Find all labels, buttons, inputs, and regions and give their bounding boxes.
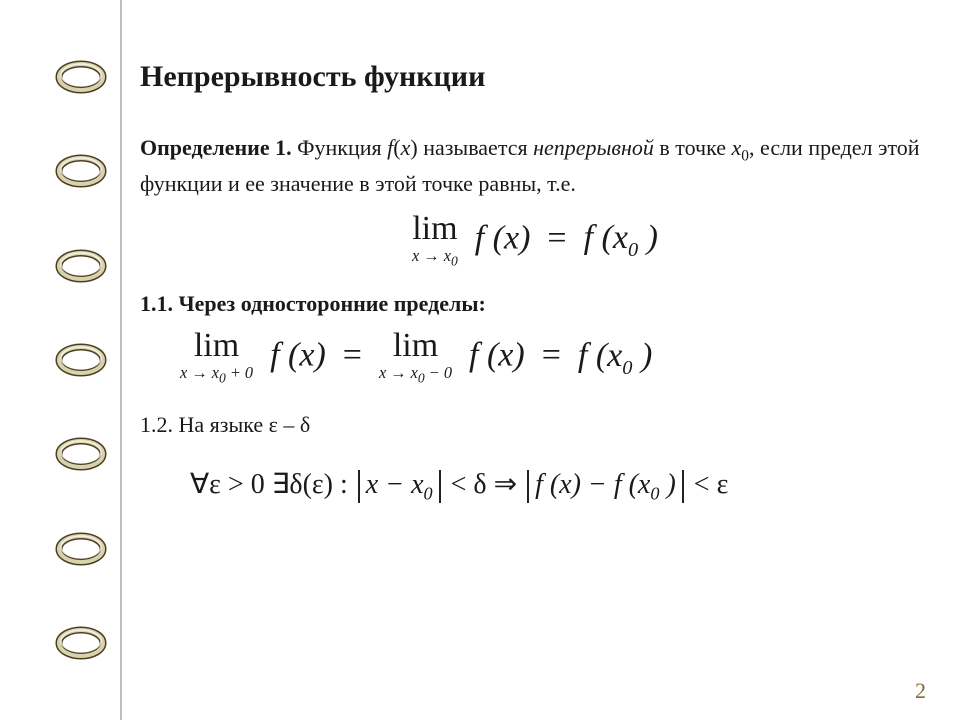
epsilon-delta-label: ε – δ: [269, 412, 311, 437]
slide-title: Непрерывность функции: [140, 60, 930, 94]
vertical-divider: [120, 0, 122, 720]
abs-fx-minus-fx0: f (x) − f (x0 ): [527, 470, 684, 504]
definition-fn-arg: x: [401, 135, 411, 160]
slide-content: Непрерывность функции Определение 1. Фун…: [140, 60, 930, 525]
binder-ring: [54, 434, 108, 474]
fx-expression: f (x): [469, 337, 525, 374]
definition-text: называется: [418, 135, 533, 160]
fx-expression: f (x): [270, 337, 326, 374]
lim-text: lim: [412, 212, 458, 246]
binder-ring: [54, 529, 108, 569]
abs-x-minus-x0: x − x0: [358, 470, 441, 504]
subsection-1-2: 1.2. На языке ε – δ: [140, 409, 930, 441]
definition-text: Функция: [292, 135, 388, 160]
binder-ring: [54, 151, 108, 191]
implies-text: < δ ⇒: [444, 469, 524, 500]
fx-expression: f (x): [475, 219, 531, 256]
formula-epsilon-delta: ∀ε > 0 ∃δ(ε) : x − x0 < δ ⇒ f (x) − f (x…: [140, 467, 930, 504]
definition-point-var: x: [732, 135, 742, 160]
definition-text: в точке: [654, 135, 732, 160]
subsection-1-2-label: 1.2. На языке: [140, 412, 269, 437]
binder-ring: [54, 57, 108, 97]
less-than-epsilon: < ε: [687, 469, 729, 500]
equals-sign: =: [343, 337, 362, 374]
page-number: 2: [915, 678, 926, 704]
limit-left-symbol: lim x → x0 − 0: [379, 329, 452, 387]
fx0-expression: f (x0 ): [578, 337, 652, 374]
definition-emphasis: непрерывной: [533, 135, 654, 160]
definition-fn-name: f: [387, 135, 393, 160]
binder-ring: [54, 623, 108, 663]
definition-point-sub: 0: [741, 147, 749, 164]
formula-limit-equals-value: lim x → x0 f (x) = f (x0 ): [140, 212, 930, 270]
binder-ring: [54, 340, 108, 380]
lim-subscript-right: x → x0 + 0: [180, 363, 253, 387]
definition-label: Определение 1.: [140, 135, 292, 160]
binder-ring: [54, 246, 108, 286]
limit-right-symbol: lim x → x0 + 0: [180, 329, 253, 387]
quantifier-prefix: ∀ε > 0 ∃δ(ε) :: [190, 469, 355, 500]
lim-text: lim: [379, 329, 452, 363]
equals-sign: =: [542, 337, 561, 374]
lim-text: lim: [180, 329, 253, 363]
lim-subscript-left: x → x0 − 0: [379, 363, 452, 387]
fx0-expression: f (x0 ): [584, 219, 658, 256]
subsection-1-1: 1.1. Через односторонние пределы:: [140, 291, 930, 317]
formula-one-sided-limits: lim x → x0 + 0 f (x) = lim x → x0 − 0 f …: [150, 329, 930, 387]
definition-paragraph: Определение 1. Функция f(x) называется н…: [140, 132, 930, 200]
limit-symbol: lim x → x0: [412, 212, 458, 270]
binder-rings: [54, 0, 108, 720]
lim-subscript: x → x0: [412, 246, 458, 270]
equals-sign: =: [547, 219, 566, 256]
